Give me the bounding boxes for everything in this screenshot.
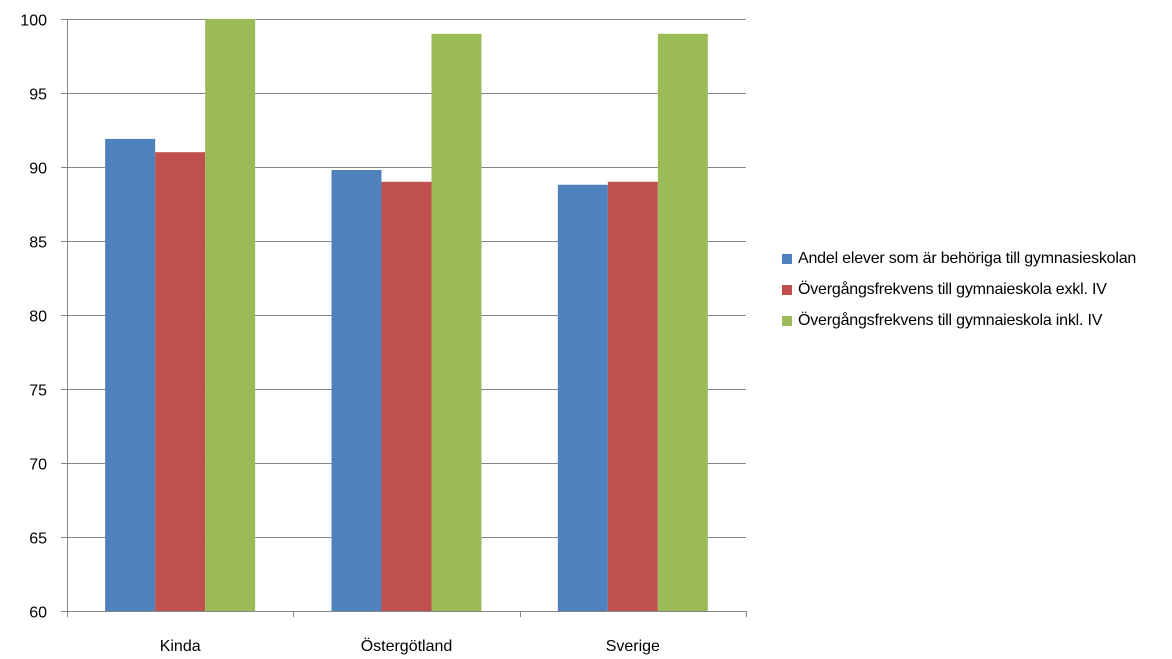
legend-swatch [782, 316, 792, 326]
legend-item: Övergångsfrekvens till gymnaieskola exkl… [782, 279, 1167, 301]
legend-item: Andel elever som är behöriga till gymnas… [782, 248, 1167, 270]
x-tick-label: Östergötland [361, 637, 453, 655]
y-tick-label: 60 [29, 605, 47, 622]
bar-2-östergötland [381, 181, 432, 612]
bar-3-östergötland [431, 33, 482, 612]
bars [105, 19, 708, 612]
legend-label: Övergångsfrekvens till gymnaieskola exkl… [798, 281, 1107, 298]
y-tick-label: 100 [20, 13, 47, 30]
legend: Andel elever som är behöriga till gymnas… [782, 248, 1167, 341]
x-tick-label: Kinda [160, 638, 201, 655]
bar-1-kinda [105, 138, 156, 611]
bar-3-sverige [657, 33, 708, 612]
y-tick-label: 70 [29, 457, 47, 474]
bar-2-sverige [607, 181, 658, 612]
y-tick-label: 95 [29, 87, 47, 104]
y-tick-label: 80 [29, 309, 47, 326]
y-tick-label: 75 [29, 383, 47, 400]
legend-item: Övergångsfrekvens till gymnaieskola inkl… [782, 310, 1167, 332]
x-tick-labels: Kinda Östergötland Sverige [160, 637, 660, 655]
y-tick-labels: 60 65 70 75 80 85 90 95 100 [20, 13, 67, 622]
y-tick-label: 65 [29, 531, 47, 548]
bar-1-sverige [557, 184, 608, 611]
legend-label: Övergångsfrekvens till gymnaieskola inkl… [798, 312, 1103, 329]
bar-2-kinda [155, 152, 206, 611]
y-tick-label: 90 [29, 161, 47, 178]
legend-swatch [782, 254, 792, 264]
bar-3-kinda [205, 19, 256, 611]
bar-1-östergötland [331, 169, 382, 611]
y-tick-label: 85 [29, 235, 47, 252]
legend-swatch [782, 285, 792, 295]
axes [67, 19, 747, 617]
legend-label: Andel elever som är behöriga till gymnas… [798, 250, 1137, 267]
x-tick-label: Sverige [606, 638, 660, 655]
